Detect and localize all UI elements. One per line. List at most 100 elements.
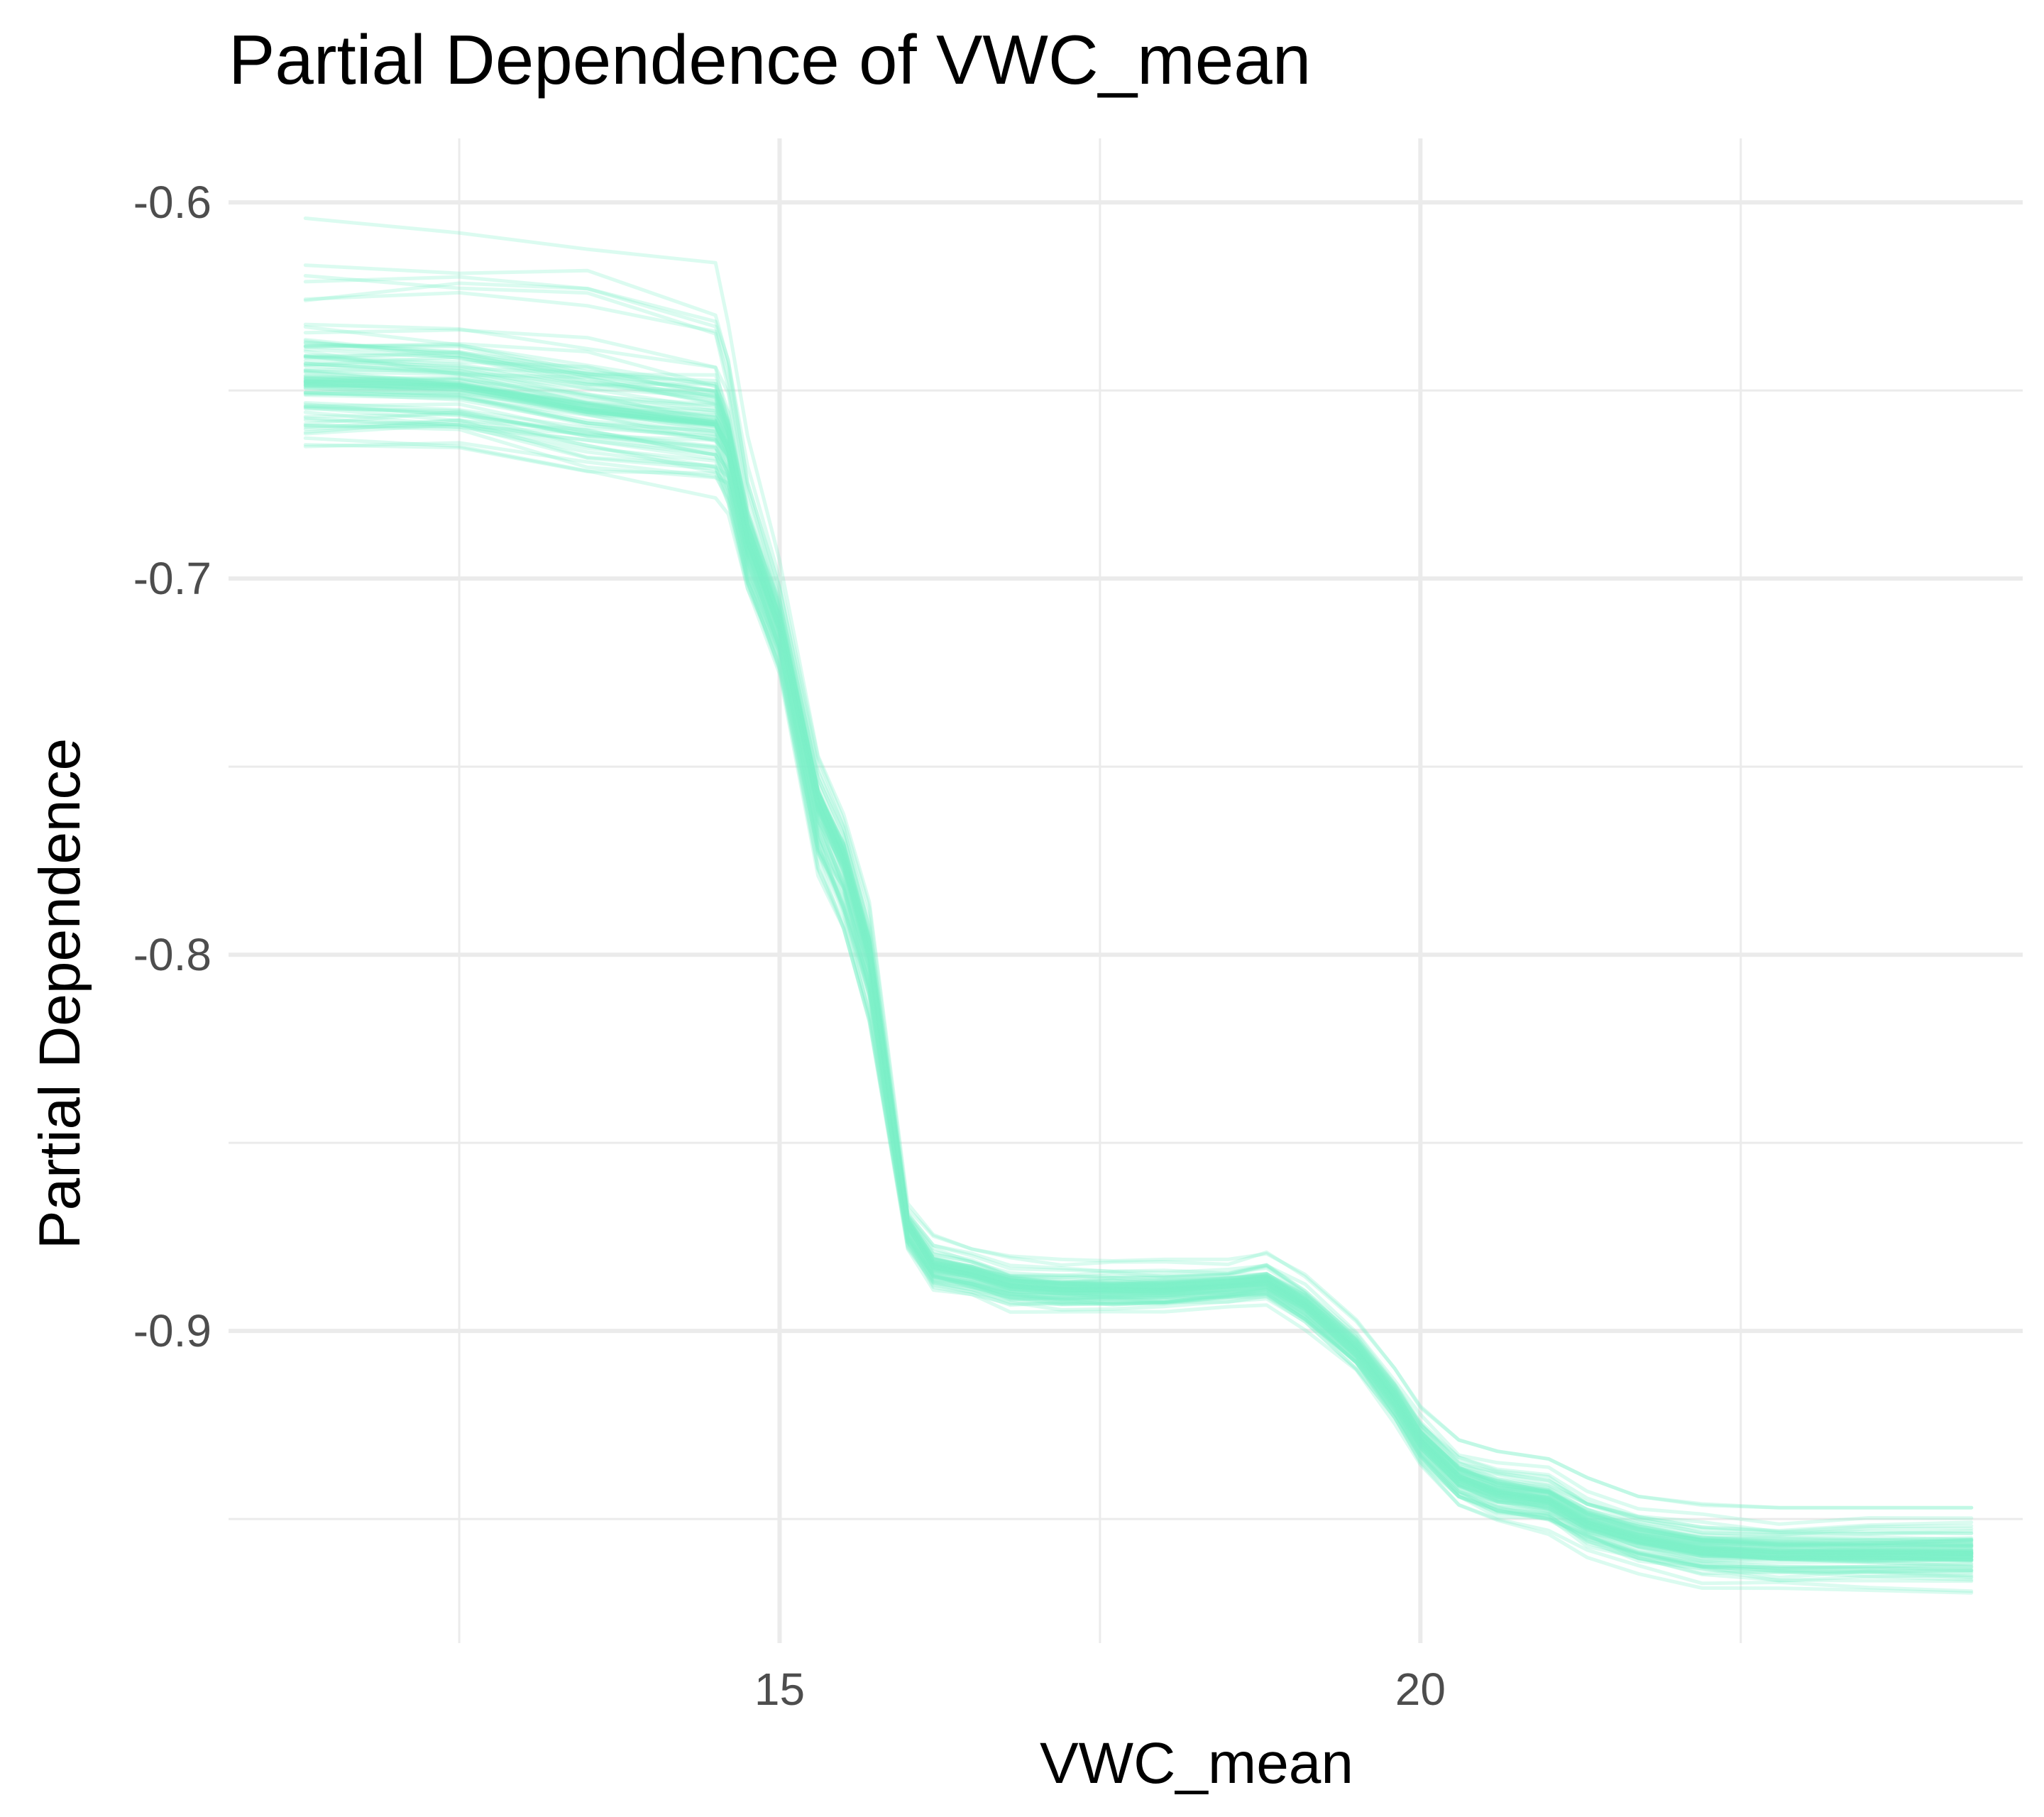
ice-curve-55 <box>303 290 1974 1547</box>
ice-curve-37 <box>303 384 1974 1563</box>
ice-curve-12 <box>303 424 1974 1583</box>
ice-curve-5 <box>303 341 1974 1537</box>
ice-curve-40 <box>303 380 1974 1555</box>
ice-curve-75 <box>303 378 1974 1554</box>
ice-curve-78 <box>303 379 1974 1559</box>
ice-curve-43 <box>303 349 1974 1552</box>
x-major-gridlines <box>777 138 1423 1643</box>
ice-curve-31 <box>303 386 1974 1571</box>
ice-curve-25 <box>303 385 1974 1555</box>
ice-curve-14 <box>303 380 1974 1554</box>
ice-curve-88 <box>303 361 1974 1552</box>
y-tick-label-3: -0.9 <box>133 1305 211 1356</box>
ice-curve-26 <box>303 378 1974 1555</box>
ice-curve-35 <box>303 384 1974 1561</box>
ice-curve-15 <box>303 370 1974 1547</box>
y-minor-gridlines <box>229 389 2023 1520</box>
ice-curve-86 <box>303 377 1974 1561</box>
ice-curve-58 <box>303 418 1974 1593</box>
ice-curve-44 <box>303 402 1974 1572</box>
ice-curves <box>303 216 1974 1595</box>
ice-curve-65 <box>303 373 1974 1559</box>
ice-curve-59 <box>303 418 1974 1569</box>
ice-curve-0 <box>303 341 1974 1547</box>
ice-curve-77 <box>303 355 1974 1547</box>
ice-curve-46 <box>303 339 1974 1545</box>
ice-curve-62 <box>303 361 1974 1546</box>
ice-curve-24 <box>303 383 1974 1554</box>
ice-curve-63 <box>303 390 1974 1566</box>
ice-curve-28 <box>303 416 1974 1580</box>
ice-curve-4 <box>303 422 1974 1559</box>
ice-curve-48 <box>303 354 1974 1555</box>
ice-curve-2 <box>303 385 1974 1563</box>
ice-curve-54 <box>303 381 1974 1562</box>
ice-curve-73 <box>303 263 1974 1510</box>
ice-curve-18 <box>303 370 1974 1555</box>
ice-curve-87 <box>303 436 1974 1595</box>
ice-curve-32 <box>303 385 1974 1555</box>
ice-curve-19 <box>303 382 1974 1557</box>
ice-curve-80 <box>303 405 1974 1575</box>
ice-curve-71 <box>303 404 1974 1563</box>
y-tick-label-2: -0.8 <box>133 929 211 980</box>
ice-curve-49 <box>303 380 1974 1561</box>
ice-curve-38 <box>303 391 1974 1559</box>
ice-curve-60 <box>303 390 1974 1561</box>
y-tick-labels: -0.6 -0.7 -0.8 -0.9 <box>133 177 211 1356</box>
ice-curve-39 <box>303 364 1974 1556</box>
ice-curve-29 <box>303 377 1974 1553</box>
ice-curve-33 <box>303 216 1974 1510</box>
ice-curve-11 <box>303 368 1974 1560</box>
x-tick-label-0: 15 <box>754 1664 805 1715</box>
x-tick-label-1: 20 <box>1395 1664 1446 1715</box>
y-tick-label-0: -0.6 <box>133 177 211 228</box>
x-tick-labels: 15 20 <box>754 1664 1446 1715</box>
ice-curve-50 <box>303 344 1974 1552</box>
ice-curve-17 <box>303 341 1974 1532</box>
ice-curve-34 <box>303 350 1974 1549</box>
ice-curve-13 <box>303 368 1974 1556</box>
ice-curve-79 <box>303 376 1974 1545</box>
ice-curve-27 <box>303 375 1974 1542</box>
ice-curve-22 <box>303 379 1974 1552</box>
chart-title: Partial Dependence of VWC_mean <box>229 21 1311 99</box>
ice-curve-74 <box>303 441 1974 1579</box>
ice-curve-67 <box>303 358 1974 1550</box>
ice-curve-76 <box>303 422 1974 1572</box>
ice-curve-68 <box>303 374 1974 1555</box>
ice-curve-47 <box>303 378 1974 1563</box>
x-axis-title: VWC_mean <box>1040 1731 1353 1796</box>
ice-curve-23 <box>303 325 1974 1547</box>
ice-curve-20 <box>303 274 1974 1535</box>
ice-curve-82 <box>303 410 1974 1564</box>
ice-curve-64 <box>303 383 1974 1554</box>
ice-curve-66 <box>303 354 1974 1549</box>
ice-curve-30 <box>303 368 1974 1557</box>
y-tick-label-1: -0.7 <box>133 553 211 604</box>
x-minor-gridlines <box>458 138 1742 1643</box>
ice-curve-72 <box>303 322 1974 1545</box>
ice-curve-69 <box>303 383 1974 1562</box>
ice-curve-7 <box>303 355 1974 1555</box>
ice-curve-84 <box>303 353 1974 1549</box>
ice-curve-9 <box>303 401 1974 1569</box>
ice-curve-53 <box>303 328 1974 1536</box>
ice-curve-52 <box>303 423 1974 1561</box>
ice-curve-61 <box>303 383 1974 1559</box>
ice-curve-85 <box>303 390 1974 1556</box>
ice-curve-51 <box>303 405 1974 1563</box>
y-axis-title: Partial Dependence <box>28 738 92 1249</box>
ice-curve-83 <box>303 338 1974 1544</box>
ice-curve-10 <box>303 362 1974 1554</box>
y-major-gridlines <box>229 200 2023 1334</box>
ice-curve-89 <box>303 418 1974 1575</box>
ice-curve-36 <box>303 345 1974 1549</box>
ice-curve-56 <box>303 443 1974 1571</box>
ice-curve-45 <box>303 275 1974 1526</box>
ice-curve-57 <box>303 344 1974 1537</box>
ice-curve-70 <box>303 412 1974 1583</box>
ice-curve-21 <box>303 354 1974 1547</box>
